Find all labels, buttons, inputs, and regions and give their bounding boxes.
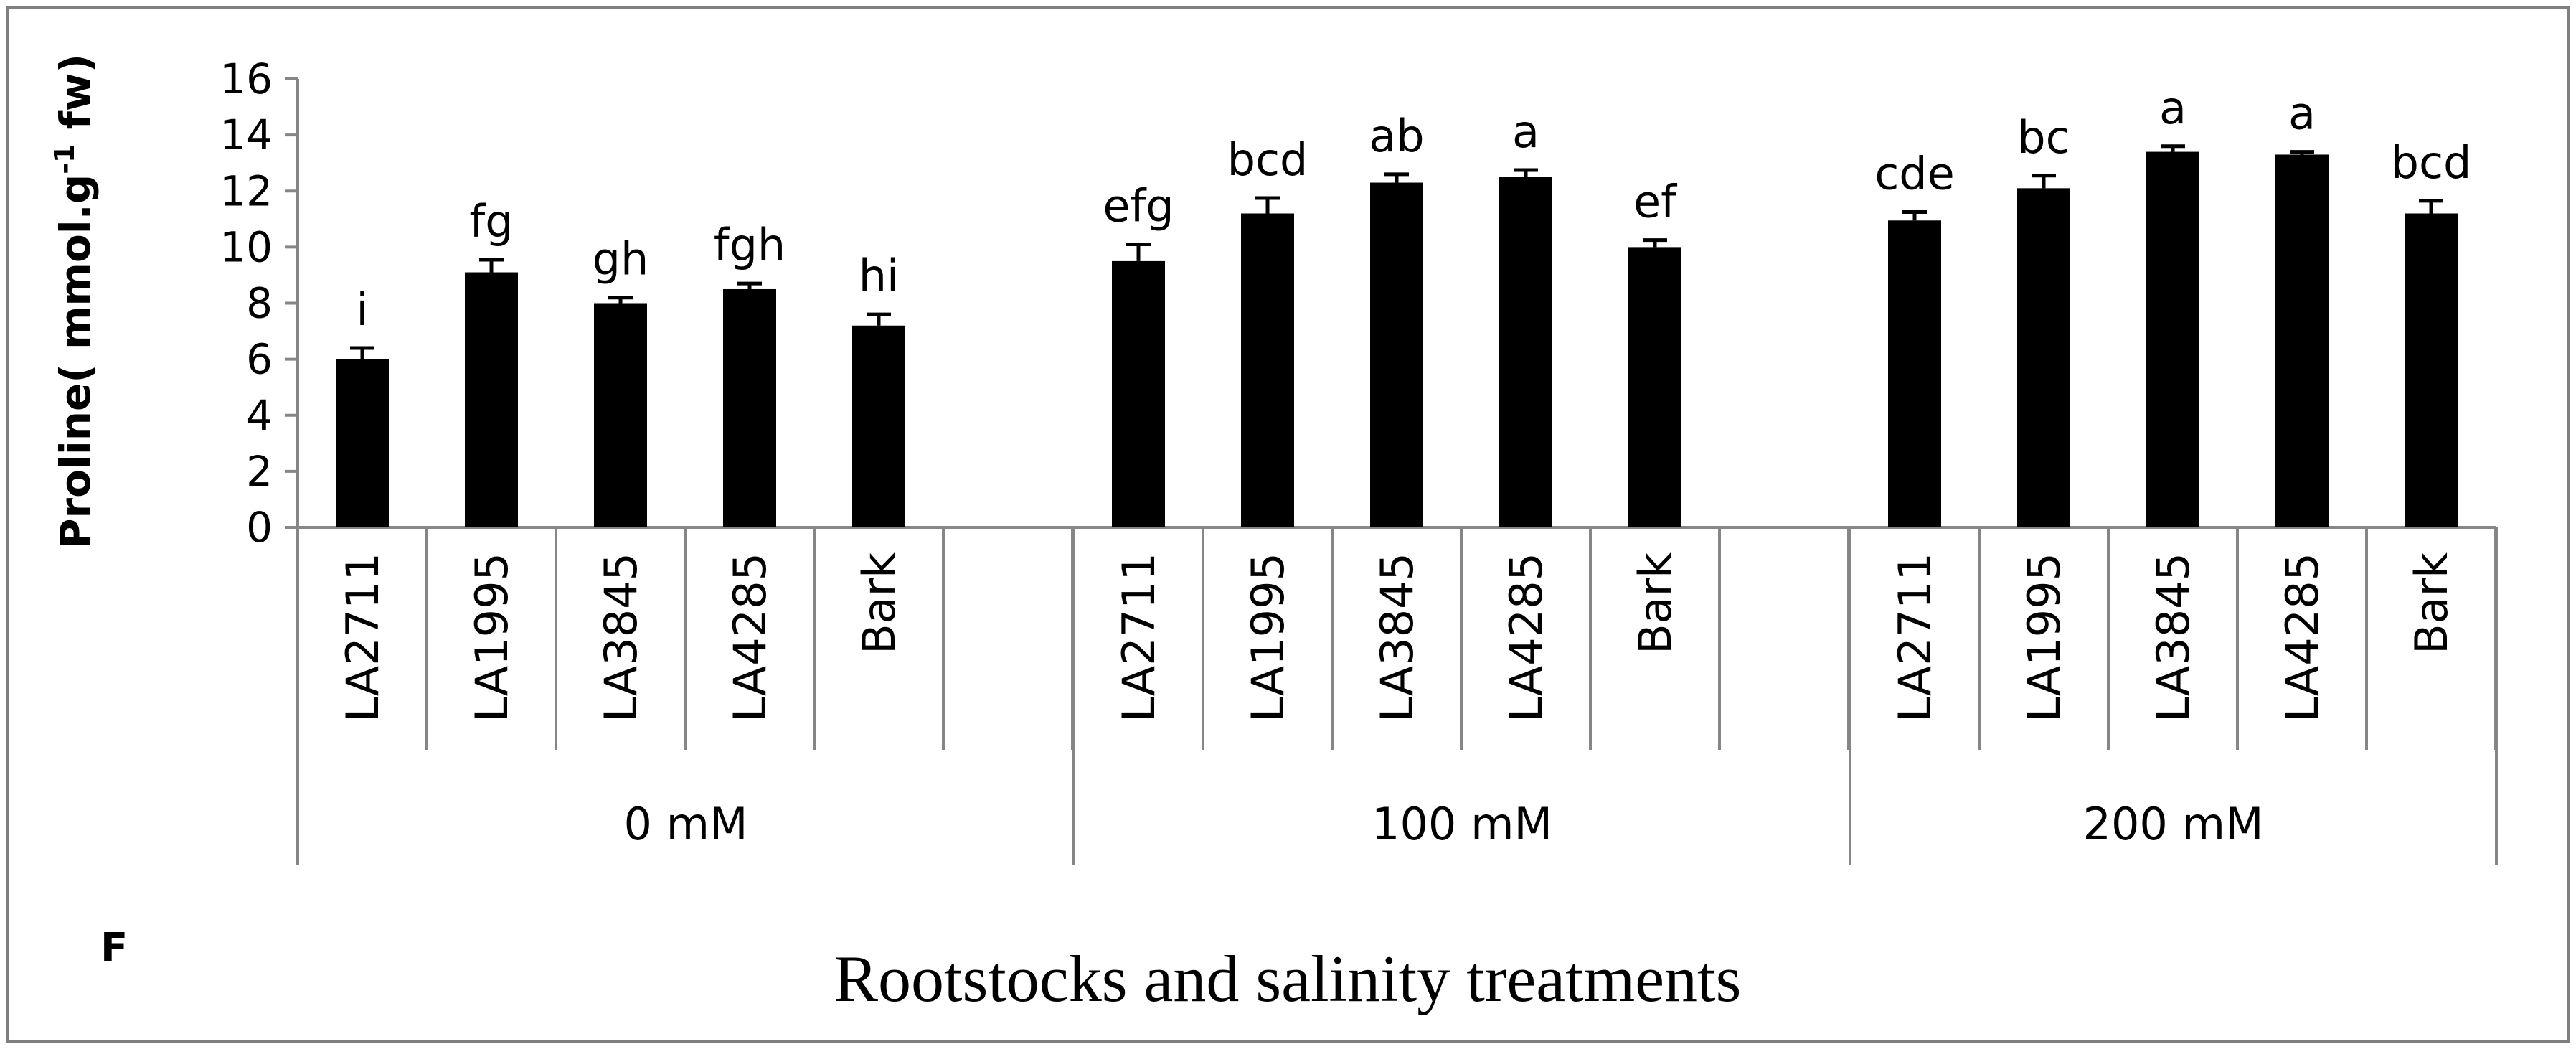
category-label: LA3845 xyxy=(1371,552,1423,722)
x-axis-title: Rootstocks and salinity treatments xyxy=(834,942,1742,1015)
labels-layer: 0 2 4 6 8 10 12 14 16 0 mM i LA2711 fg LA1995 gh LA3845… xyxy=(220,55,2471,850)
y-tick-label: 2 xyxy=(246,447,273,496)
bar xyxy=(1241,213,1294,527)
bar xyxy=(465,272,518,527)
bar xyxy=(2146,151,2199,527)
category-label: LA4285 xyxy=(2276,552,2329,722)
y-tick-label: 14 xyxy=(220,110,273,159)
significance-letter: fg xyxy=(469,195,513,248)
y-tick-label: 16 xyxy=(220,55,273,103)
category-label: LA1995 xyxy=(2018,552,2070,722)
significance-letter: a xyxy=(1512,105,1539,158)
category-label: LA1995 xyxy=(466,552,518,722)
group-label: 0 mM xyxy=(623,798,747,850)
y-tick-label: 10 xyxy=(220,222,273,271)
group-label: 100 mM xyxy=(1372,798,1552,850)
category-label: LA2711 xyxy=(336,552,389,722)
category-label: Bark xyxy=(1629,552,1681,654)
significance-letter: a xyxy=(2288,88,2316,140)
bar xyxy=(2017,188,2070,527)
bar xyxy=(1112,260,1165,527)
group-label: 200 mM xyxy=(2083,798,2264,850)
panel-label: F xyxy=(100,925,128,972)
significance-letter: bc xyxy=(2017,111,2070,164)
significance-letter: i xyxy=(356,283,368,336)
y-tick-label: 6 xyxy=(246,335,273,384)
y-tick-label: 8 xyxy=(246,279,273,328)
bar xyxy=(2405,213,2458,527)
y-axis-title-main: Proline( mmol.g xyxy=(51,174,100,549)
significance-letter: efg xyxy=(1103,179,1174,232)
significance-letter: hi xyxy=(859,250,900,302)
significance-letter: cde xyxy=(1874,148,1955,200)
category-label: LA1995 xyxy=(1242,552,1294,722)
y-axis-title-superscript: -1 xyxy=(49,144,80,174)
y-axis-title: Proline( mmol.g-1 fw) xyxy=(49,54,100,549)
significance-letter: a xyxy=(2159,82,2186,134)
category-label: LA4285 xyxy=(1500,552,1552,722)
bar xyxy=(336,359,389,527)
bar xyxy=(1628,247,1681,527)
significance-letter: gh xyxy=(593,233,649,286)
significance-letter: bcd xyxy=(1227,133,1308,186)
significance-letter: bcd xyxy=(2391,136,2472,189)
bar xyxy=(852,325,905,527)
bar xyxy=(594,303,647,527)
category-label: LA2711 xyxy=(1113,552,1165,722)
category-label: Bark xyxy=(853,552,905,654)
bar xyxy=(1370,182,1423,527)
category-label: LA3845 xyxy=(2147,552,2199,722)
bars-layer xyxy=(336,144,2458,527)
significance-letter: ef xyxy=(1633,176,1678,228)
bar xyxy=(1888,220,1941,527)
category-label: LA2711 xyxy=(1889,552,1941,722)
category-label: LA4285 xyxy=(724,552,776,722)
bar xyxy=(2275,154,2329,527)
y-tick-label: 4 xyxy=(246,391,273,440)
bar xyxy=(723,288,776,527)
bar xyxy=(1499,177,1552,527)
y-tick-label: 12 xyxy=(220,166,273,215)
category-label: LA3845 xyxy=(595,552,647,722)
significance-letter: ab xyxy=(1369,110,1424,162)
y-axis-title-tail: fw) xyxy=(51,54,100,144)
significance-letter: fgh xyxy=(714,219,785,271)
category-label: Bark xyxy=(2405,552,2458,654)
y-tick-label: 0 xyxy=(246,503,273,552)
